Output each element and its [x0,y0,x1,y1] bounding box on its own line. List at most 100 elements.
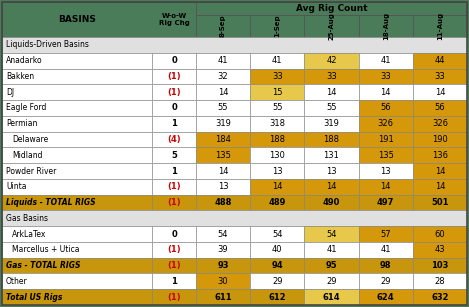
Bar [2,289,152,305]
Bar [359,84,413,100]
Bar [359,68,413,84]
Text: 1: 1 [171,119,177,128]
Bar [359,242,413,258]
Text: 0: 0 [171,56,177,65]
Bar [250,242,304,258]
Text: 57: 57 [380,230,391,239]
Bar [413,242,467,258]
Bar [152,289,196,305]
Text: (1): (1) [167,261,181,270]
Text: 326: 326 [432,119,448,128]
Bar [304,132,359,147]
Text: 54: 54 [218,230,228,239]
Bar [359,226,413,242]
Bar [413,53,467,68]
Text: (1): (1) [167,182,181,191]
Text: 624: 624 [377,293,394,301]
Text: 14: 14 [272,182,282,191]
Bar [2,116,152,132]
Text: 29: 29 [326,277,337,286]
Text: 41: 41 [326,245,337,254]
Text: 55: 55 [272,103,282,112]
Text: Uinta: Uinta [6,182,27,191]
Text: Liquids-Driven Basins: Liquids-Driven Basins [6,41,89,49]
Text: Midland: Midland [12,151,43,160]
Bar [250,132,304,147]
Bar [2,100,152,116]
Text: 11-Aug: 11-Aug [437,12,443,40]
Bar [413,226,467,242]
Text: 1: 1 [171,277,177,286]
Text: DJ: DJ [6,88,14,97]
Bar [2,179,152,195]
Bar [359,53,413,68]
Bar [413,68,467,84]
Bar [359,100,413,116]
Text: 0: 0 [171,230,177,239]
Text: Delaware: Delaware [12,135,48,144]
Bar [152,53,196,68]
Bar [152,116,196,132]
Text: 28: 28 [435,277,445,286]
Text: 191: 191 [378,135,393,144]
Text: 55: 55 [218,103,228,112]
Text: (1): (1) [167,72,181,81]
Bar [250,163,304,179]
Text: 14: 14 [218,88,228,97]
Text: 98: 98 [380,261,392,270]
Text: 60: 60 [435,230,445,239]
Text: 41: 41 [380,56,391,65]
Text: 41: 41 [380,245,391,254]
Text: 326: 326 [378,119,393,128]
Text: Total US Rigs: Total US Rigs [6,293,62,301]
Bar [413,274,467,289]
Text: 54: 54 [326,230,337,239]
Bar [196,226,250,242]
Text: 14: 14 [435,182,445,191]
Text: 614: 614 [323,293,340,301]
Bar [359,289,413,305]
Bar [152,100,196,116]
Bar [304,195,359,210]
Bar [2,84,152,100]
Bar [2,274,152,289]
Text: 41: 41 [218,56,228,65]
Bar [359,15,413,37]
Bar [152,179,196,195]
Text: 42: 42 [326,56,337,65]
Text: ArkLaTex: ArkLaTex [12,230,46,239]
Text: Avg Rig Count: Avg Rig Count [295,4,367,13]
Bar [196,2,467,15]
Bar [196,242,250,258]
Bar [2,195,152,210]
Text: (1): (1) [167,293,181,301]
Text: 13: 13 [218,182,228,191]
Text: 55: 55 [326,103,337,112]
Bar [152,132,196,147]
Text: Bakken: Bakken [6,72,34,81]
Text: 319: 319 [324,119,340,128]
Bar [196,100,250,116]
Bar [359,163,413,179]
Bar [304,68,359,84]
Bar [359,147,413,163]
Text: 14: 14 [435,88,445,97]
Bar [304,289,359,305]
Text: 56: 56 [435,103,445,112]
Bar [152,147,196,163]
Bar [250,195,304,210]
Text: Gas - TOTAL RIGS: Gas - TOTAL RIGS [6,261,81,270]
Bar [304,179,359,195]
Text: Liquids - TOTAL RIGS: Liquids - TOTAL RIGS [6,198,96,207]
Text: 33: 33 [326,72,337,81]
Bar [250,53,304,68]
Text: (1): (1) [167,88,181,97]
Text: 13: 13 [326,166,337,176]
Text: Powder River: Powder River [6,166,56,176]
Bar [2,210,467,226]
Bar [304,53,359,68]
Bar [304,116,359,132]
Text: 29: 29 [272,277,282,286]
Bar [304,147,359,163]
Text: 14: 14 [326,182,337,191]
